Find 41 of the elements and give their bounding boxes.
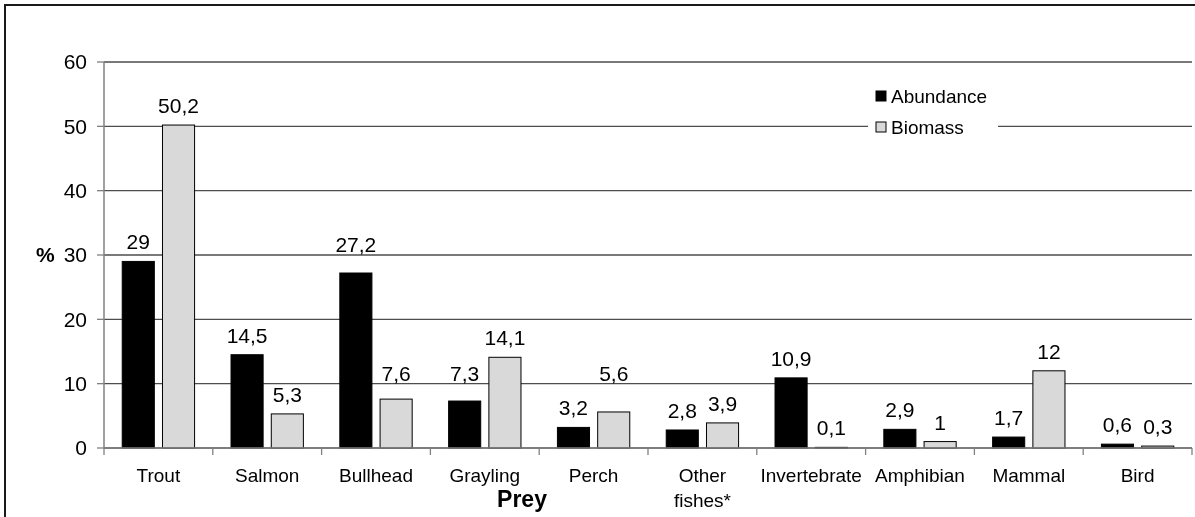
y-tick-label: 60 [63, 50, 87, 74]
data-label: 50,2 [158, 94, 199, 118]
y-tick-label: 40 [63, 179, 87, 203]
data-label: 10,9 [770, 346, 812, 370]
data-label: 0,6 [1102, 413, 1133, 437]
y-tick-label: 20 [63, 307, 87, 331]
legend-label: Biomass [891, 116, 964, 138]
data-label: 14,1 [484, 326, 526, 350]
x-tick-label: Amphibian [875, 465, 965, 486]
data-label: 1,7 [994, 406, 1024, 430]
data-label: 5,6 [599, 361, 629, 385]
data-label: 29 [126, 230, 150, 254]
data-label: 12 [1037, 339, 1061, 363]
data-label: 2,9 [885, 398, 915, 422]
data-label: 5,3 [272, 382, 302, 406]
data-label: 1 [934, 410, 946, 434]
data-label: 0,3 [1143, 415, 1173, 439]
data-label: 14,5 [226, 323, 268, 347]
x-tick-label: Bullhead [339, 465, 413, 486]
x-tick-label: Grayling [449, 465, 521, 486]
x-tick-label: Bird [1120, 465, 1155, 486]
x-tick-label: Trout [136, 465, 181, 486]
data-label: 3,9 [707, 391, 738, 415]
data-label: 0,1 [816, 416, 846, 440]
y-tick-label: 0 [75, 436, 87, 460]
data-label: 7,6 [381, 361, 411, 385]
y-tick-label: 50 [63, 114, 87, 138]
y-axis-title: % [36, 243, 55, 267]
x-tick-label: Other fishes* [673, 465, 732, 511]
data-label: 7,3 [450, 361, 480, 385]
y-tick-label: 30 [63, 243, 87, 267]
data-label: 3,2 [558, 396, 589, 420]
x-tick-label: Perch [568, 465, 619, 486]
x-tick-label: Invertebrate [760, 465, 862, 486]
y-tick-label: 10 [63, 372, 87, 396]
legend-label: Abundance [891, 85, 988, 107]
x-tick-label: Salmon [234, 465, 300, 486]
data-label: 27,2 [335, 233, 377, 256]
data-label: 2,8 [667, 398, 697, 422]
x-tick-label: Mammal [992, 465, 1066, 486]
x-axis-title: Prey [497, 486, 548, 512]
